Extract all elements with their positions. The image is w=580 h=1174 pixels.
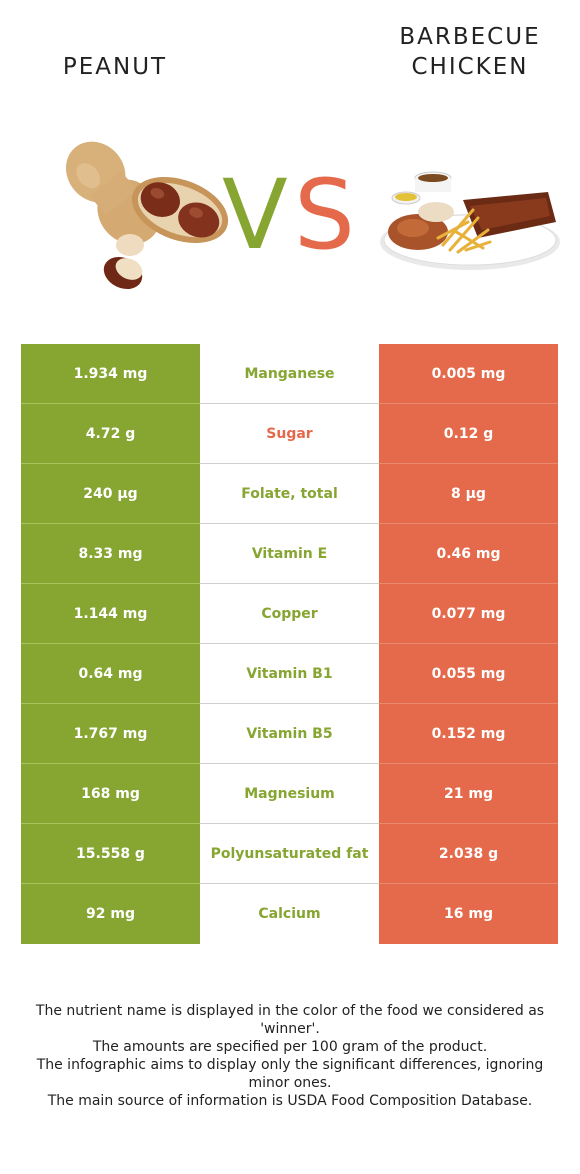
table-row: 1.934 mg Manganese 0.005 mg bbox=[21, 344, 558, 404]
table-row: 92 mg Calcium 16 mg bbox=[21, 884, 558, 944]
barbecue-chicken-value: 21 mg bbox=[379, 764, 558, 824]
peanut-value: 1.934 mg bbox=[21, 344, 200, 404]
nutrient-name: Vitamin B5 bbox=[200, 704, 379, 764]
peanut-value: 8.33 mg bbox=[21, 524, 200, 584]
peanut-image bbox=[65, 141, 229, 290]
footnote-line: The nutrient name is displayed in the co… bbox=[35, 1003, 545, 1037]
peanut-value: 4.72 g bbox=[21, 404, 200, 464]
table-row: 168 mg Magnesium 21 mg bbox=[21, 764, 558, 824]
peanut-value: 0.64 mg bbox=[21, 644, 200, 704]
peanut-value: 240 µg bbox=[21, 464, 200, 524]
peanut-value: 1.144 mg bbox=[21, 584, 200, 644]
table-row: 4.72 g Sugar 0.12 g bbox=[21, 404, 558, 464]
peanut-value: 168 mg bbox=[21, 764, 200, 824]
nutrient-name: Calcium bbox=[200, 884, 379, 944]
nutrient-name: Copper bbox=[200, 584, 379, 644]
vs-letter-s: S bbox=[294, 159, 355, 271]
nutrient-name: Magnesium bbox=[200, 764, 379, 824]
table-row: 1.144 mg Copper 0.077 mg bbox=[21, 584, 558, 644]
barbecue-chicken-value: 16 mg bbox=[379, 884, 558, 944]
nutrient-name: Polyunsaturated fat bbox=[200, 824, 379, 884]
nutrient-name: Manganese bbox=[200, 344, 379, 404]
vs-letter-v: V bbox=[222, 159, 288, 271]
table-row: 1.767 mg Vitamin B5 0.152 mg bbox=[21, 704, 558, 764]
right-food-title-line1: BARBECUE bbox=[399, 24, 541, 50]
table-row: 0.64 mg Vitamin B1 0.055 mg bbox=[21, 644, 558, 704]
nutrient-name: Vitamin B1 bbox=[200, 644, 379, 704]
barbecue-chicken-value: 0.055 mg bbox=[379, 644, 558, 704]
peanut-value: 15.558 g bbox=[21, 824, 200, 884]
nutrient-name: Sugar bbox=[200, 404, 379, 464]
barbecue-chicken-image bbox=[380, 171, 560, 270]
table-row: 8.33 mg Vitamin E 0.46 mg bbox=[21, 524, 558, 584]
left-food-title: PEANUT bbox=[62, 54, 168, 80]
peanut-value: 92 mg bbox=[21, 884, 200, 944]
barbecue-chicken-value: 0.12 g bbox=[379, 404, 558, 464]
peanut-value: 1.767 mg bbox=[21, 704, 200, 764]
right-food-title: BARBECUE CHICKEN bbox=[370, 22, 570, 82]
nutrient-name: Folate, total bbox=[200, 464, 379, 524]
comparison-table: 1.934 mg Manganese 0.005 mg 4.72 g Sugar 0.12… bbox=[21, 344, 558, 944]
barbecue-chicken-value: 0.077 mg bbox=[379, 584, 558, 644]
barbecue-chicken-value: 8 µg bbox=[379, 464, 558, 524]
footnote: The nutrient name is displayed in the co… bbox=[20, 1002, 560, 1110]
barbecue-chicken-value: 0.46 mg bbox=[379, 524, 558, 584]
nutrient-name: Vitamin E bbox=[200, 524, 379, 584]
barbecue-chicken-value: 0.152 mg bbox=[379, 704, 558, 764]
barbecue-chicken-value: 2.038 g bbox=[379, 824, 558, 884]
right-food-title-line2: CHICKEN bbox=[411, 54, 529, 80]
footnote-line: The infographic aims to display only the… bbox=[36, 1057, 544, 1091]
barbecue-chicken-value: 0.005 mg bbox=[379, 344, 558, 404]
footnote-line: The amounts are specified per 100 gram o… bbox=[92, 1039, 488, 1055]
table-row: 240 µg Folate, total 8 µg bbox=[21, 464, 558, 524]
footnote-line: The main source of information is USDA F… bbox=[47, 1093, 533, 1109]
table-row: 15.558 g Polyunsaturated fat 2.038 g bbox=[21, 824, 558, 884]
